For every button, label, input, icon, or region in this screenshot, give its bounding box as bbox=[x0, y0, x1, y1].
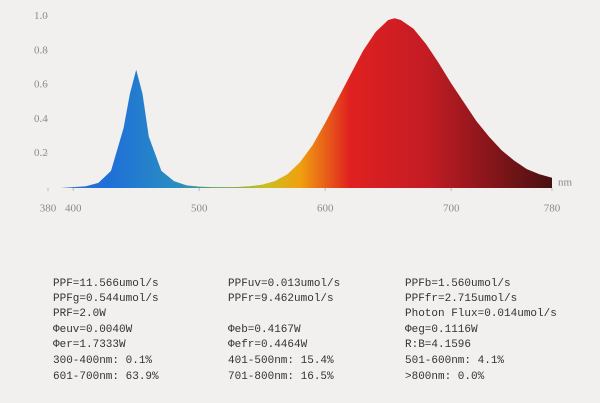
x-tick-label: 400 bbox=[65, 203, 82, 215]
report-item: Φeg=0.1116W bbox=[405, 324, 478, 336]
report-item: Φeuv=0.0040W bbox=[53, 324, 133, 336]
x-unit: nm bbox=[558, 177, 573, 189]
report-item: 601-700nm: 63.9% bbox=[53, 371, 159, 383]
report-item: PRF=2.0W bbox=[53, 308, 106, 320]
x-tick-label: 700 bbox=[443, 203, 460, 215]
report-item: Photon Flux=0.014umol/s bbox=[405, 308, 557, 320]
report-item: R:B=4.1596 bbox=[405, 339, 471, 351]
report-item: 300-400nm: 0.1% bbox=[53, 355, 152, 367]
report-item: PPFfr=2.715umol/s bbox=[405, 293, 517, 305]
x-tick-label: 780 bbox=[544, 203, 561, 215]
x-tick-label: 600 bbox=[317, 203, 334, 215]
y-tick-label: 0.4 bbox=[34, 113, 48, 125]
y-tick-label: 0.2 bbox=[34, 147, 48, 159]
spectrum-area bbox=[48, 18, 552, 188]
report-item: PPF=11.566umol/s bbox=[53, 278, 159, 290]
report-item: Φeb=0.4167W bbox=[228, 324, 301, 336]
report-item: Φefr=0.4464W bbox=[228, 339, 308, 351]
y-tick-label: 1.0 bbox=[34, 10, 48, 22]
report-item: 701-800nm: 16.5% bbox=[228, 371, 334, 383]
report-item: 401-500nm: 15.4% bbox=[228, 355, 334, 367]
report-item: >800nm: 0.0% bbox=[405, 371, 485, 383]
x-tick-label: 380 bbox=[40, 203, 57, 215]
report-item: PPFg=0.544umol/s bbox=[53, 293, 159, 305]
report-item: 501-600nm: 4.1% bbox=[405, 355, 504, 367]
report-item: PPFr=9.462umol/s bbox=[228, 293, 334, 305]
y-tick-label: 0.6 bbox=[34, 79, 48, 91]
report-item: PPFuv=0.013umol/s bbox=[228, 278, 340, 290]
report-item: Φer=1.7333W bbox=[53, 339, 126, 351]
y-tick-label: 0.8 bbox=[34, 44, 48, 56]
report-item: PPFb=1.560umol/s bbox=[405, 278, 511, 290]
x-tick-label: 500 bbox=[191, 203, 208, 215]
